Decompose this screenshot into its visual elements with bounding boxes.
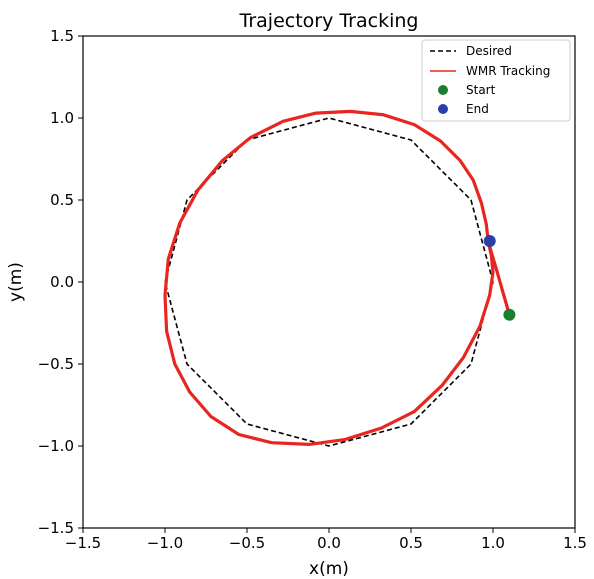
y-tick-label: 1.5 xyxy=(50,27,74,45)
y-tick-label: −0.5 xyxy=(38,355,74,373)
y-tick-label: 1.0 xyxy=(50,109,74,127)
legend-end-swatch xyxy=(438,104,448,114)
series-line-desired xyxy=(164,117,494,447)
y-tick-label: −1.0 xyxy=(38,437,74,455)
y-tick-label: 0.0 xyxy=(50,273,74,291)
y-axis-label: y(m) xyxy=(6,262,26,302)
x-tick-label: −1.0 xyxy=(147,534,183,552)
y-tick-label: −1.5 xyxy=(38,519,74,537)
legend-desired-label: Desired xyxy=(466,44,512,58)
x-tick-label: 1.0 xyxy=(481,534,505,552)
chart-title: Trajectory Tracking xyxy=(239,10,419,32)
legend-start-swatch xyxy=(438,85,448,95)
legend-wmr-label: WMR Tracking xyxy=(466,64,550,78)
y-tick-label: 0.5 xyxy=(50,191,74,209)
x-tick-label: 0.5 xyxy=(399,534,423,552)
x-axis-label: x(m) xyxy=(309,559,349,579)
legend-end-label: End xyxy=(466,102,489,116)
ticks-layer: −1.5 −1.0 −0.5 0.0 0.5 1.0 1.5 −1.5 −1.0 −0.5 0.0 0… xyxy=(38,27,587,552)
legend: Desired WMR Tracking Start End xyxy=(421,39,571,122)
x-tick-label: −1.5 xyxy=(65,534,101,552)
legend-box xyxy=(421,39,571,122)
x-tick-label: 1.5 xyxy=(563,534,587,552)
legend-start-label: Start xyxy=(466,83,496,97)
end-marker xyxy=(483,235,496,247)
series-layer xyxy=(163,109,511,447)
x-tick-label: 0.0 xyxy=(317,534,341,552)
series-line-wmr-tracking xyxy=(163,109,511,446)
markers-layer xyxy=(483,235,516,321)
x-tick-label: −0.5 xyxy=(229,534,265,552)
start-marker xyxy=(503,308,516,321)
